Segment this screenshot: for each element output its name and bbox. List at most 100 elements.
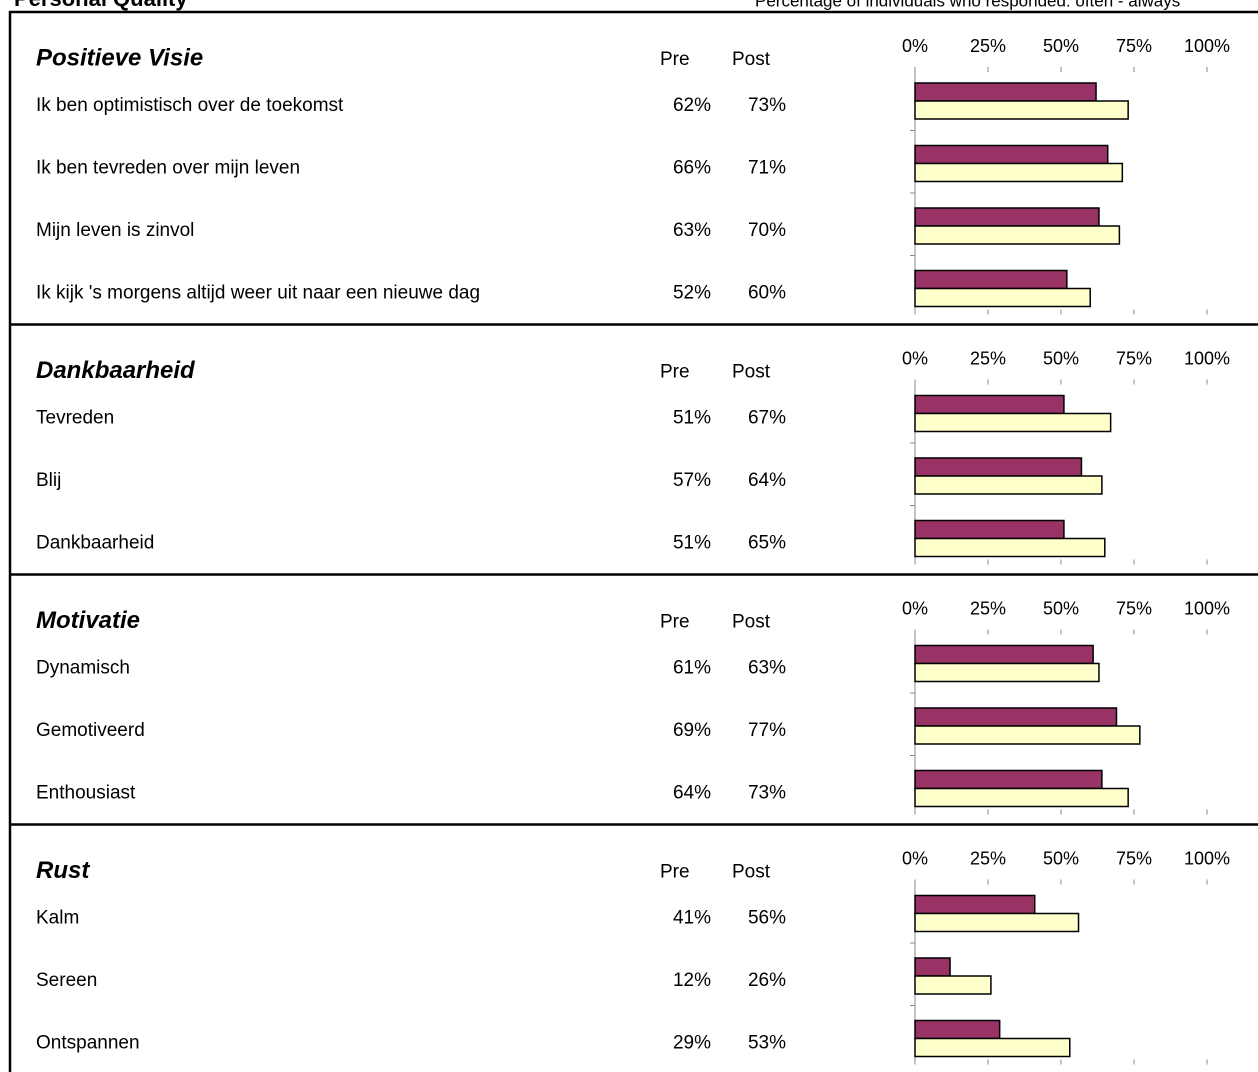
bar [914,537,1106,558]
bar [914,475,1103,495]
x-tick-label: 75% [1116,848,1152,868]
x-tick-label: 50% [1043,598,1079,618]
x-tick-label: 75% [1116,348,1152,368]
x-tick-label: 50% [1043,348,1079,368]
x-tick-label: 75% [1116,36,1152,56]
row-label: Enthousiast [36,783,136,804]
bar [914,519,1065,540]
section-title: Rust [36,857,90,884]
value-label: 64% [673,783,711,804]
row-label: Sereen [36,970,97,991]
bar [914,144,1109,165]
value-label: 69% [673,720,711,741]
x-tick-label: 0% [902,848,928,868]
bar [914,787,1129,808]
row-label: Tevreden [36,408,114,429]
x-tick-label: 100% [1184,348,1230,368]
row-label: Dankbaarheid [36,533,154,554]
series-header: Post [732,362,771,383]
bar [914,1037,1071,1058]
row-label: Ontspannen [36,1033,140,1054]
row-label: Ik ben optimistisch over de toekomst [36,95,344,116]
value-label: 70% [748,220,786,241]
x-tick-label: 25% [970,348,1006,368]
series-header: Pre [660,862,690,883]
value-label: 53% [748,1033,786,1054]
page-title: Personal Quality [14,0,188,11]
row-label: Ik kijk 's morgens altijd weer uit naar … [36,283,480,304]
section-title: Motivatie [36,607,140,634]
value-label: 73% [748,783,786,804]
series-header: Pre [660,49,690,70]
x-tick-label: 75% [1116,598,1152,618]
frame [8,10,1258,1072]
value-label: 77% [748,720,786,741]
bar [914,287,1091,308]
x-tick-label: 25% [970,848,1006,868]
bar [914,412,1112,433]
x-tick-label: 25% [970,36,1006,56]
value-label: 73% [748,95,786,116]
bar [914,225,1121,245]
row-label: Kalm [36,908,79,929]
bar [914,725,1141,745]
series-header: Post [732,862,771,883]
x-tick-label: 100% [1184,598,1230,618]
value-label: 51% [673,533,711,554]
value-label: 29% [673,1033,711,1054]
value-label: 62% [673,95,711,116]
x-tick-label: 50% [1043,848,1079,868]
section-title: Positieve Visie [36,44,203,71]
value-label: 41% [673,908,711,929]
row-label: Blij [36,470,61,491]
x-tick-label: 0% [902,348,928,368]
value-label: 52% [673,283,711,304]
bar [914,269,1068,290]
bar [914,1019,1001,1040]
value-label: 26% [748,970,786,991]
bar [914,457,1083,477]
x-tick-label: 100% [1184,36,1230,56]
value-label: 65% [748,533,786,554]
value-label: 12% [673,970,711,991]
bar [914,662,1100,683]
page-subtitle: Percentage of individuals who responded:… [755,0,1180,10]
value-label: 64% [748,470,786,491]
value-label: 61% [673,658,711,679]
value-label: 63% [673,220,711,241]
bar [914,82,1097,102]
series-header: Pre [660,612,690,633]
value-label: 71% [748,158,786,179]
series-header: Post [732,612,771,633]
bar [914,162,1124,183]
bar [914,769,1103,790]
x-tick-label: 100% [1184,848,1230,868]
value-label: 57% [673,470,711,491]
series-header: Post [732,49,771,70]
bar [914,394,1065,415]
series-header: Pre [660,362,690,383]
value-label: 60% [748,283,786,304]
bar [914,644,1094,665]
value-label: 66% [673,158,711,179]
row-label: Dynamisch [36,658,130,679]
bar [914,912,1080,933]
value-label: 51% [673,408,711,429]
row-label: Ik ben tevreden over mijn leven [36,158,300,179]
value-label: 56% [748,908,786,929]
x-tick-label: 50% [1043,36,1079,56]
value-label: 67% [748,408,786,429]
section-title: Dankbaarheid [36,357,196,384]
row-label: Mijn leven is zinvol [36,220,194,241]
bar [914,207,1100,227]
bar [914,957,951,977]
row-label: Gemotiveerd [36,720,145,741]
x-tick-label: 25% [970,598,1006,618]
x-tick-label: 0% [902,36,928,56]
x-tick-label: 0% [902,598,928,618]
bar [914,894,1036,915]
bar [914,707,1118,727]
value-label: 63% [748,658,786,679]
